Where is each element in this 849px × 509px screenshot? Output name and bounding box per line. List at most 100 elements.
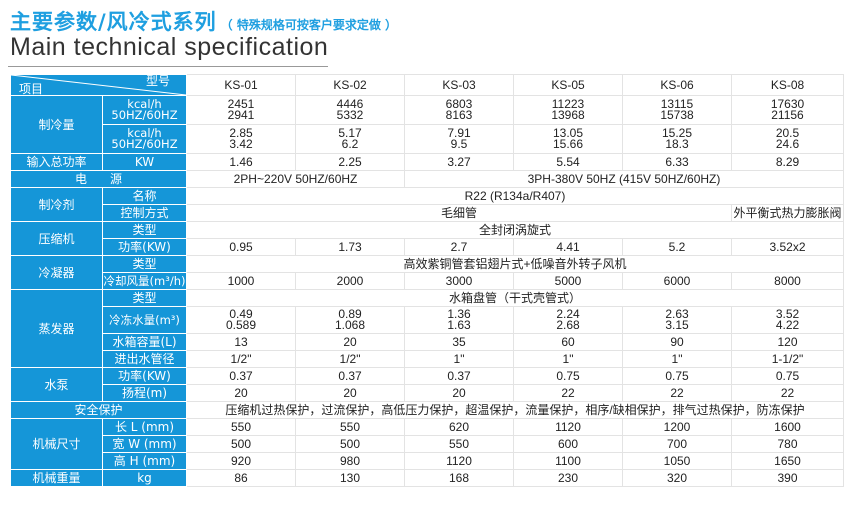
evaporator-tank-cell: 20 (295, 333, 405, 351)
pump-power-cell: 0.37 (295, 367, 405, 385)
compressor-power-cell: 0.95 (186, 238, 296, 256)
power-cell: 6.33 (622, 153, 732, 171)
power-unit: KW (102, 153, 187, 171)
cooling-unit-kcal: kcal/h 50HZ/60HZ (102, 95, 187, 125)
condenser-air-label: 冷却风量(m³/h) (102, 272, 187, 290)
size-w-cell: 500 (295, 435, 405, 453)
model-header: KS-08 (731, 74, 844, 96)
pump-head-cell: 20 (404, 384, 514, 402)
evaporator-pipe-row: 进出水管径 1/2" 1/2" 1" 1" 1" 1-1/2" (11, 350, 844, 368)
size-l-cell: 550 (186, 418, 296, 436)
compressor-power-label: 功率(KW) (102, 238, 187, 256)
supply-row: 电 源 2PH~220V 50HZ/60HZ 3PH-380V 50HZ (41… (10, 170, 844, 188)
pump-power-label: 功率(KW) (102, 367, 187, 385)
evaporator-type-row: 蒸发器 类型 水箱盘管（干式壳管式） (10, 289, 844, 368)
evaporator-pipe-cell: 1/2" (295, 350, 405, 368)
evaporator-pipe-cell: 1" (622, 350, 732, 368)
compressor-label: 压缩机 (10, 221, 103, 256)
cooling-cell: 2451 2941 (186, 95, 296, 125)
supply-single-phase: 2PH~220V 50HZ/60HZ (186, 170, 405, 188)
evaporator-type-value: 水箱盘管（干式壳管式） (186, 289, 844, 307)
size-h-label: 高 H (mm) (102, 452, 187, 470)
cooling-row-kw: kcal/h 50HZ/60HZ 2.85 3.42 5.17 6.2 7.91 9.5… (11, 124, 844, 154)
evaporator-tank-cell: 90 (622, 333, 732, 351)
cooling-cell: 13.05 15.66 (513, 124, 623, 154)
evaporator-pipe-cell: 1" (404, 350, 514, 368)
size-w-cell: 500 (186, 435, 296, 453)
pump-head-cell: 22 (513, 384, 623, 402)
condenser-air-cell: 2000 (295, 272, 405, 290)
pump-power-row: 水泵 功率(KW) 0.37 0.37 0.37 0.75 0.75 0.75 (10, 367, 844, 402)
condenser-type-row: 冷凝器 类型 高效紫铜管套铝翅片式+低噪音外转子风机 (10, 255, 844, 290)
safety-row: 安全保护 压缩机过热保护，过流保护，高低压力保护，超温保护，流量保护，相序/缺相… (10, 401, 844, 419)
size-h-cell: 1050 (622, 452, 732, 470)
size-l-cell: 1600 (731, 418, 844, 436)
size-w-cell: 700 (622, 435, 732, 453)
power-row: 输入总功率 KW 1.46 2.25 3.27 5.54 6.33 8.29 (10, 153, 844, 171)
pump-head-cell: 22 (622, 384, 732, 402)
pump-head-label: 扬程(m) (102, 384, 187, 402)
condenser-air-cell: 5000 (513, 272, 623, 290)
header-corner-cell: 型号 项目 (10, 74, 187, 96)
cooling-cell: 7.91 9.5 (404, 124, 514, 154)
evaporator-flow-cell: 0.49 0.589 (186, 306, 296, 334)
size-l-label: 长 L (mm) (102, 418, 187, 436)
compressor-power-cell: 2.7 (404, 238, 514, 256)
pump-power-cell: 0.75 (731, 367, 844, 385)
condenser-air-cell: 3000 (404, 272, 514, 290)
evaporator-pipe-label: 进出水管径 (102, 350, 187, 368)
power-cell: 8.29 (731, 153, 844, 171)
size-h-cell: 1120 (404, 452, 514, 470)
pump-label: 水泵 (10, 367, 103, 402)
power-cell: 2.25 (295, 153, 405, 171)
weight-cell: 230 (513, 469, 623, 487)
evaporator-pipe-cell: 1/2" (186, 350, 296, 368)
evaporator-flow-row: 冷冻水量(m³) 0.49 0.589 0.89 1.068 1.36 1.63 2.… (11, 306, 844, 334)
evaporator-pipe-cell: 1-1/2" (731, 350, 844, 368)
power-cell: 5.54 (513, 153, 623, 171)
evaporator-tank-cell: 60 (513, 333, 623, 351)
condenser-label: 冷凝器 (10, 255, 103, 290)
model-header: KS-02 (295, 74, 405, 96)
condenser-type-value: 高效紫铜管套铝翅片式+低噪音外转子风机 (186, 255, 844, 273)
model-header: KS-03 (404, 74, 514, 96)
size-l-row: 机械尺寸 长 L (mm) 550 550 620 1120 1200 1600 (10, 418, 844, 470)
size-label: 机械尺寸 (10, 418, 103, 470)
compressor-type-label: 类型 (102, 221, 187, 239)
weight-label: 机械重量 (10, 469, 103, 487)
condenser-air-cell: 1000 (186, 272, 296, 290)
supply-label: 电 源 (10, 170, 187, 188)
page-title: 主要参数/风冷式系列 (10, 10, 217, 34)
pump-power-cell: 0.37 (186, 367, 296, 385)
weight-cell: 168 (404, 469, 514, 487)
pump-power-cell: 0.75 (513, 367, 623, 385)
pump-power-cell: 0.75 (622, 367, 732, 385)
supply-three-phase: 3PH-380V 50HZ (415V 50HZ/60HZ) (404, 170, 844, 188)
pump-head-row: 扬程(m) 20 20 20 22 22 22 (11, 384, 844, 402)
compressor-type-row: 压缩机 类型 全封闭涡旋式 (10, 221, 844, 256)
weight-row: 机械重量 kg 86 130 168 230 320 390 (10, 469, 844, 487)
condenser-air-cell: 6000 (622, 272, 732, 290)
compressor-power-cell: 1.73 (295, 238, 405, 256)
size-w-cell: 550 (404, 435, 514, 453)
header-row: 型号 项目 KS-01 KS-02 KS-03 KS-05 KS-06 KS-0… (10, 74, 844, 96)
cooling-cell: 6803 8163 (404, 95, 514, 125)
spec-table: 型号 项目 KS-01 KS-02 KS-03 KS-05 KS-06 KS-0… (10, 74, 844, 487)
safety-value: 压缩机过热保护，过流保护，高低压力保护，超温保护，流量保护，相序/缺相保护，排气… (186, 401, 844, 419)
size-w-cell: 600 (513, 435, 623, 453)
refrigerant-name-label: 名称 (102, 187, 187, 205)
evaporator-tank-row: 水箱容量(L) 13 20 35 60 90 120 (11, 333, 844, 351)
evaporator-label: 蒸发器 (10, 289, 103, 368)
page-title-row: 主要参数/风冷式系列（ 特殊规格可按客户要求定做 ） (10, 6, 397, 36)
cooling-cell: 11223 13968 (513, 95, 623, 125)
evaporator-tank-cell: 13 (186, 333, 296, 351)
condenser-type-label: 类型 (102, 255, 187, 273)
refrigerant-control-value: 毛细管 (186, 204, 732, 222)
model-header: KS-05 (513, 74, 623, 96)
evaporator-flow-cell: 1.36 1.63 (404, 306, 514, 334)
cooling-cell: 20.5 24.6 (731, 124, 844, 154)
pump-head-cell: 20 (186, 384, 296, 402)
size-l-cell: 550 (295, 418, 405, 436)
model-header: KS-06 (622, 74, 732, 96)
size-l-cell: 620 (404, 418, 514, 436)
